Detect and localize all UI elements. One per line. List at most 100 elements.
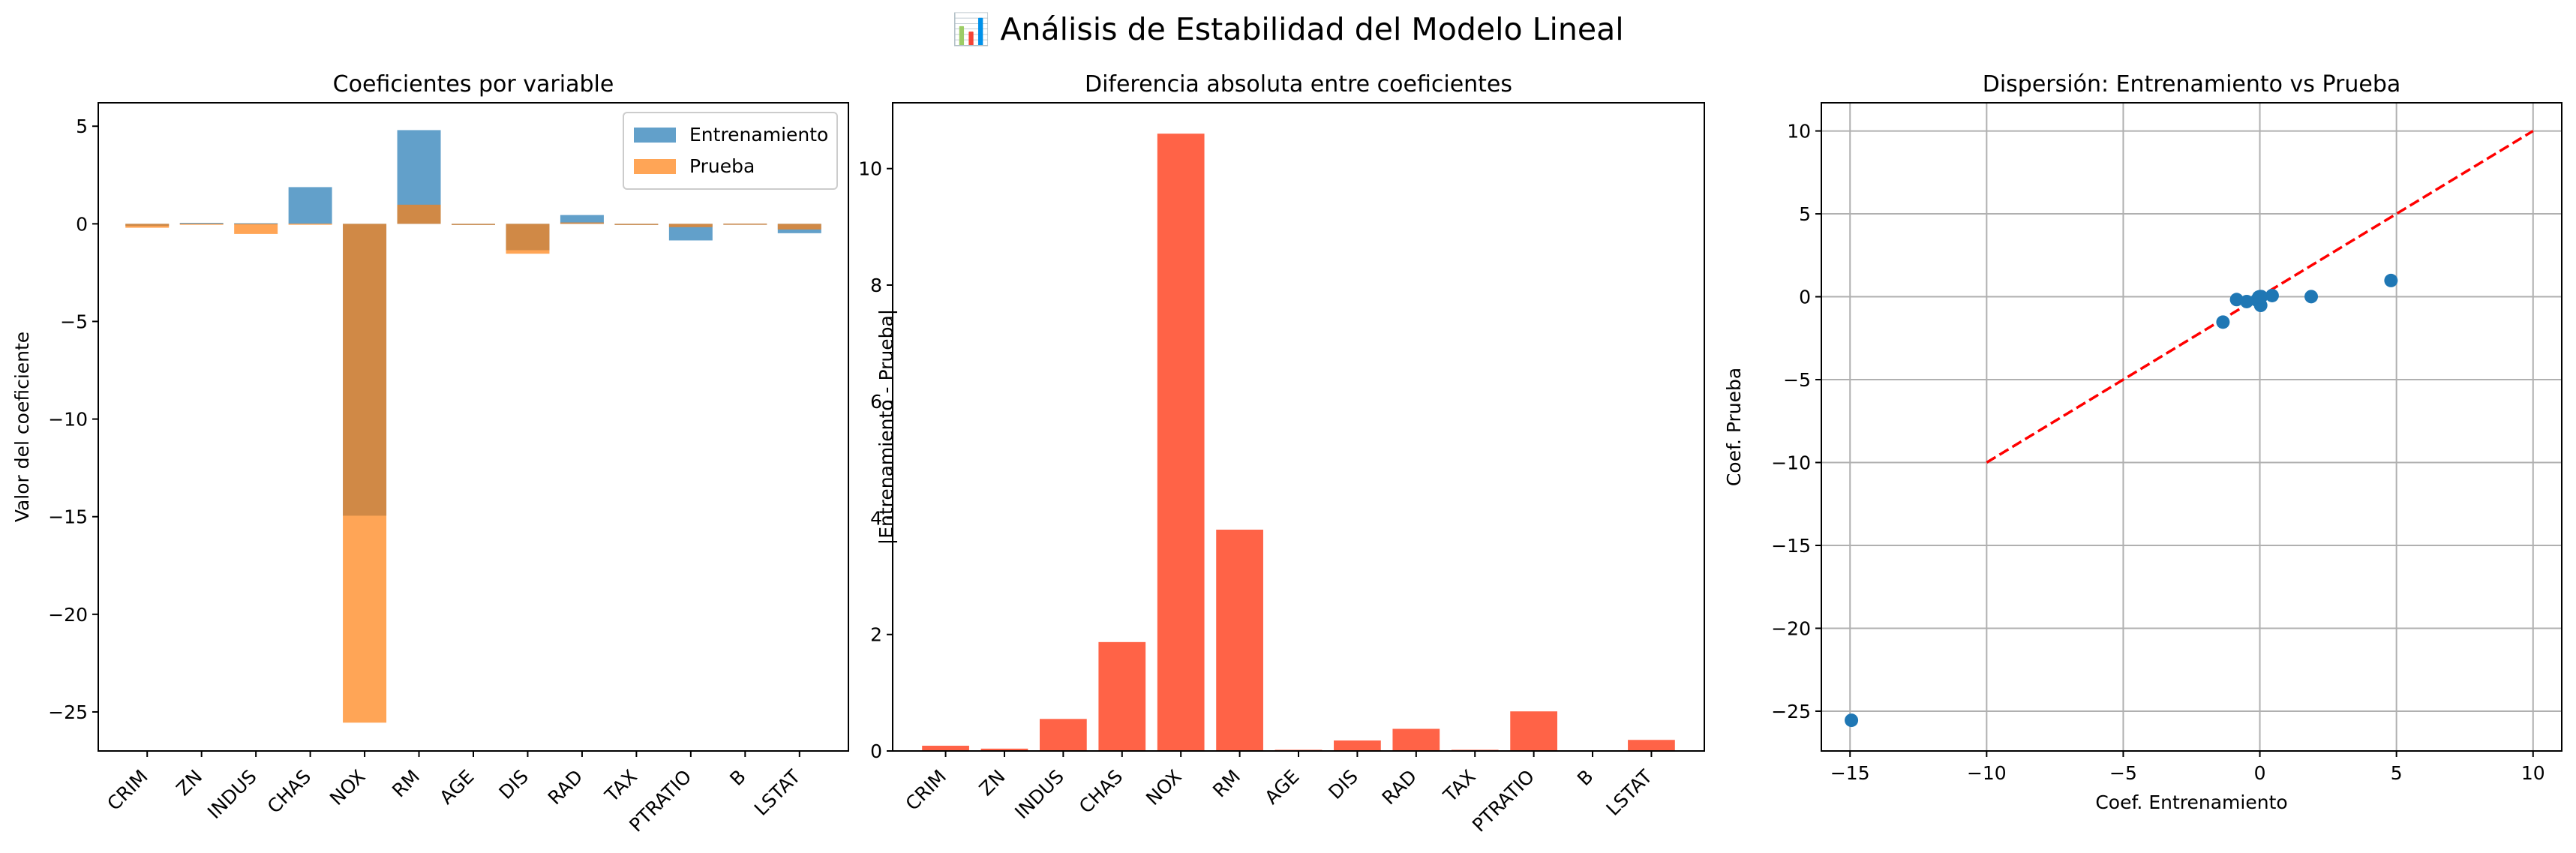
y-tick-label: 8 — [870, 275, 882, 296]
bar-diff-indus — [1040, 719, 1087, 751]
scatter-point — [2216, 315, 2230, 329]
scatter-point — [2265, 288, 2279, 302]
bar-train-indus — [234, 223, 278, 225]
axes-frame — [98, 102, 849, 752]
x-tick-label: RM — [388, 765, 424, 801]
x-tick-label: NOX — [326, 765, 370, 809]
y-tick-label: −5 — [1783, 369, 1811, 391]
y-tick-label: 5 — [76, 116, 88, 137]
bar-diff-rm — [1216, 530, 1263, 751]
bar-test-zn — [179, 224, 224, 225]
legend-box — [623, 112, 838, 190]
scatter-point — [2253, 290, 2267, 304]
bar-train-zn — [179, 223, 224, 224]
y-tick-label: 0 — [76, 213, 88, 235]
x-tick-label: RM — [1208, 765, 1244, 801]
x-tick-label: −15 — [1830, 762, 1870, 784]
y-tick-label: 0 — [1799, 287, 1811, 308]
y-tick-label: 10 — [858, 158, 882, 180]
bar-test-crim — [125, 224, 170, 228]
x-tick-label: DIS — [1324, 765, 1362, 803]
bar-diff-nox — [1157, 134, 1205, 752]
chart-title: Dispersión: Entrenamiento vs Prueba — [1983, 71, 2401, 98]
x-tick-label: B — [1573, 765, 1598, 790]
scatter-point — [1845, 713, 1859, 728]
y-tick-label: −15 — [1771, 535, 1811, 557]
chart-title: Coeficientes por variable — [333, 71, 614, 98]
x-tick-label: 5 — [2391, 762, 2403, 784]
x-tick-label: −10 — [1967, 762, 2007, 784]
x-tick-label: TAX — [1439, 765, 1480, 806]
y-axis-label: Valor del coeficiente — [11, 332, 33, 522]
y-tick-label: 10 — [1787, 121, 1811, 143]
y-tick-label: −20 — [1771, 617, 1811, 639]
bar-test-rad — [560, 222, 604, 224]
scatter-point — [2304, 290, 2319, 304]
x-tick-label: DIS — [494, 765, 533, 803]
legend-label: Entrenamiento — [689, 124, 828, 146]
x-tick-label: RAD — [544, 765, 587, 809]
axes-frame — [892, 102, 1705, 752]
bar-diff-zn — [980, 748, 1028, 751]
bar-diff-chas — [1098, 641, 1146, 751]
x-tick-label: PTRATIO — [1468, 765, 1539, 836]
y-tick-label: −10 — [48, 409, 88, 431]
x-tick-label: TAX — [600, 765, 641, 806]
x-tick-label: CRIM — [902, 765, 951, 815]
y-tick-label: 2 — [870, 624, 882, 646]
bar-test-age — [452, 224, 495, 225]
bar-test-dis — [506, 224, 550, 254]
y-tick-label: −20 — [48, 604, 88, 626]
coefficients-chart: Coeficientes por variable Valor del coef… — [11, 71, 849, 836]
x-tick-label: CHAS — [1075, 765, 1127, 817]
x-tick-label: LSTAT — [1602, 765, 1656, 820]
bar-diff-crim — [922, 746, 969, 751]
bar-test-b — [723, 224, 767, 225]
x-tick-label: INDUS — [1010, 765, 1068, 823]
y-tick-label: 4 — [870, 507, 882, 529]
scatter-point — [2240, 294, 2254, 308]
bar-test-lstat — [777, 224, 821, 230]
bar-test-ptratio — [668, 224, 713, 227]
bar-test-rm — [397, 204, 441, 224]
x-tick-label: LSTAT — [750, 765, 805, 820]
x-tick-label: NOX — [1142, 765, 1186, 809]
x-axis-label: Coef. Entrenamiento — [2095, 791, 2287, 813]
y-tick-label: 0 — [870, 740, 882, 762]
y-tick-label: 6 — [870, 391, 882, 413]
y-tick-label: −15 — [48, 506, 88, 528]
bar-diff-dis — [1334, 740, 1381, 751]
y-tick-label: −25 — [1771, 701, 1811, 722]
bar-test-indus — [234, 224, 278, 234]
bar-test-chas — [288, 224, 332, 225]
bar-train-rad — [560, 215, 604, 224]
x-tick-label: AGE — [1260, 765, 1303, 808]
y-tick-label: −5 — [60, 311, 88, 332]
scatter-point — [2384, 273, 2398, 287]
x-tick-label: ZN — [975, 765, 1010, 800]
axes-frame — [1821, 102, 2562, 752]
bar-test-tax — [614, 224, 659, 225]
x-tick-label: INDUS — [203, 765, 261, 823]
x-tick-label: ZN — [172, 765, 206, 800]
x-tick-label: AGE — [435, 765, 478, 808]
bar-diff-ptratio — [1510, 711, 1557, 751]
bar-train-ptratio — [668, 224, 713, 241]
difference-chart: Diferencia absoluta entre coeficientes |… — [858, 71, 1705, 836]
x-tick-label: B — [725, 765, 750, 790]
scatter-point — [2229, 293, 2244, 307]
bar-diff-lstat — [1628, 740, 1675, 751]
x-tick-label: 10 — [2521, 762, 2545, 784]
x-tick-label: −5 — [2109, 762, 2137, 784]
bar-diff-rad — [1392, 728, 1440, 751]
legend-swatch — [634, 128, 676, 143]
legend-label: Prueba — [689, 155, 755, 177]
scatter-chart: Dispersión: Entrenamiento vs Prueba Coef… — [1723, 71, 2562, 813]
x-tick-label: CHAS — [263, 765, 315, 817]
x-tick-label: CRIM — [103, 765, 152, 815]
chart-title: Diferencia absoluta entre coeficientes — [1085, 71, 1512, 98]
y-axis-label: Coef. Prueba — [1723, 368, 1745, 486]
y-tick-label: −10 — [1771, 452, 1811, 474]
y-axis-label: |Entrenamiento - Prueba| — [875, 309, 897, 545]
